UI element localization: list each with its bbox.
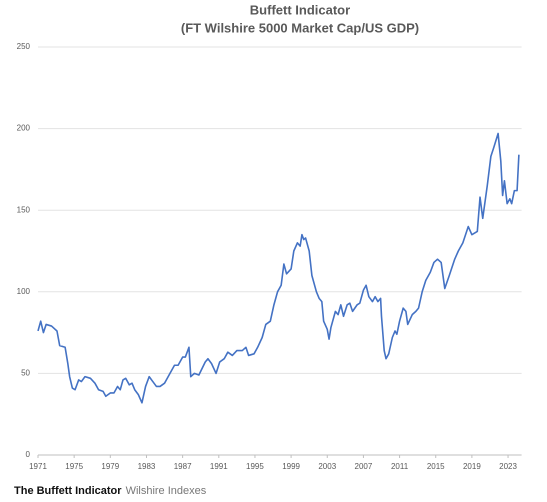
x-tick-label: 1979	[101, 462, 119, 471]
x-tick-label: 1999	[282, 462, 300, 471]
x-tick-label: 1971	[29, 462, 47, 471]
x-tick-label: 2007	[355, 462, 373, 471]
caption-credit: Wilshire Indexes	[125, 485, 207, 497]
data-line	[37, 132, 520, 404]
chart: Buffett Indicator (FT Wilshire 5000 Mark…	[17, 2, 522, 471]
y-tick-label: 0	[26, 450, 31, 459]
x-tick-label: 2019	[463, 462, 481, 471]
y-tick-label: 150	[17, 205, 31, 214]
y-tick-label: 200	[17, 124, 31, 133]
x-tick-label: 2023	[499, 462, 517, 471]
y-tick-label: 250	[17, 42, 31, 51]
caption-title: The Buffett Indicator	[14, 485, 122, 497]
x-tick-label: 1987	[174, 462, 192, 471]
chart-title: Buffett Indicator	[250, 2, 350, 17]
x-tick-label: 1975	[65, 462, 83, 471]
y-tick-label: 50	[21, 369, 30, 378]
x-tick-label: 1995	[246, 462, 264, 471]
chart-subtitle: (FT Wilshire 5000 Market Cap/US GDP)	[181, 20, 419, 35]
x-tick-label: 2011	[391, 462, 409, 471]
x-tick-label: 1983	[138, 462, 156, 471]
x-tick-label: 2015	[427, 462, 445, 471]
x-tick-label: 1991	[210, 462, 228, 471]
x-tick-label: 2003	[318, 462, 336, 471]
caption: The Buffett Indicator Wilshire Indexes	[14, 485, 206, 497]
y-tick-label: 100	[17, 287, 31, 296]
